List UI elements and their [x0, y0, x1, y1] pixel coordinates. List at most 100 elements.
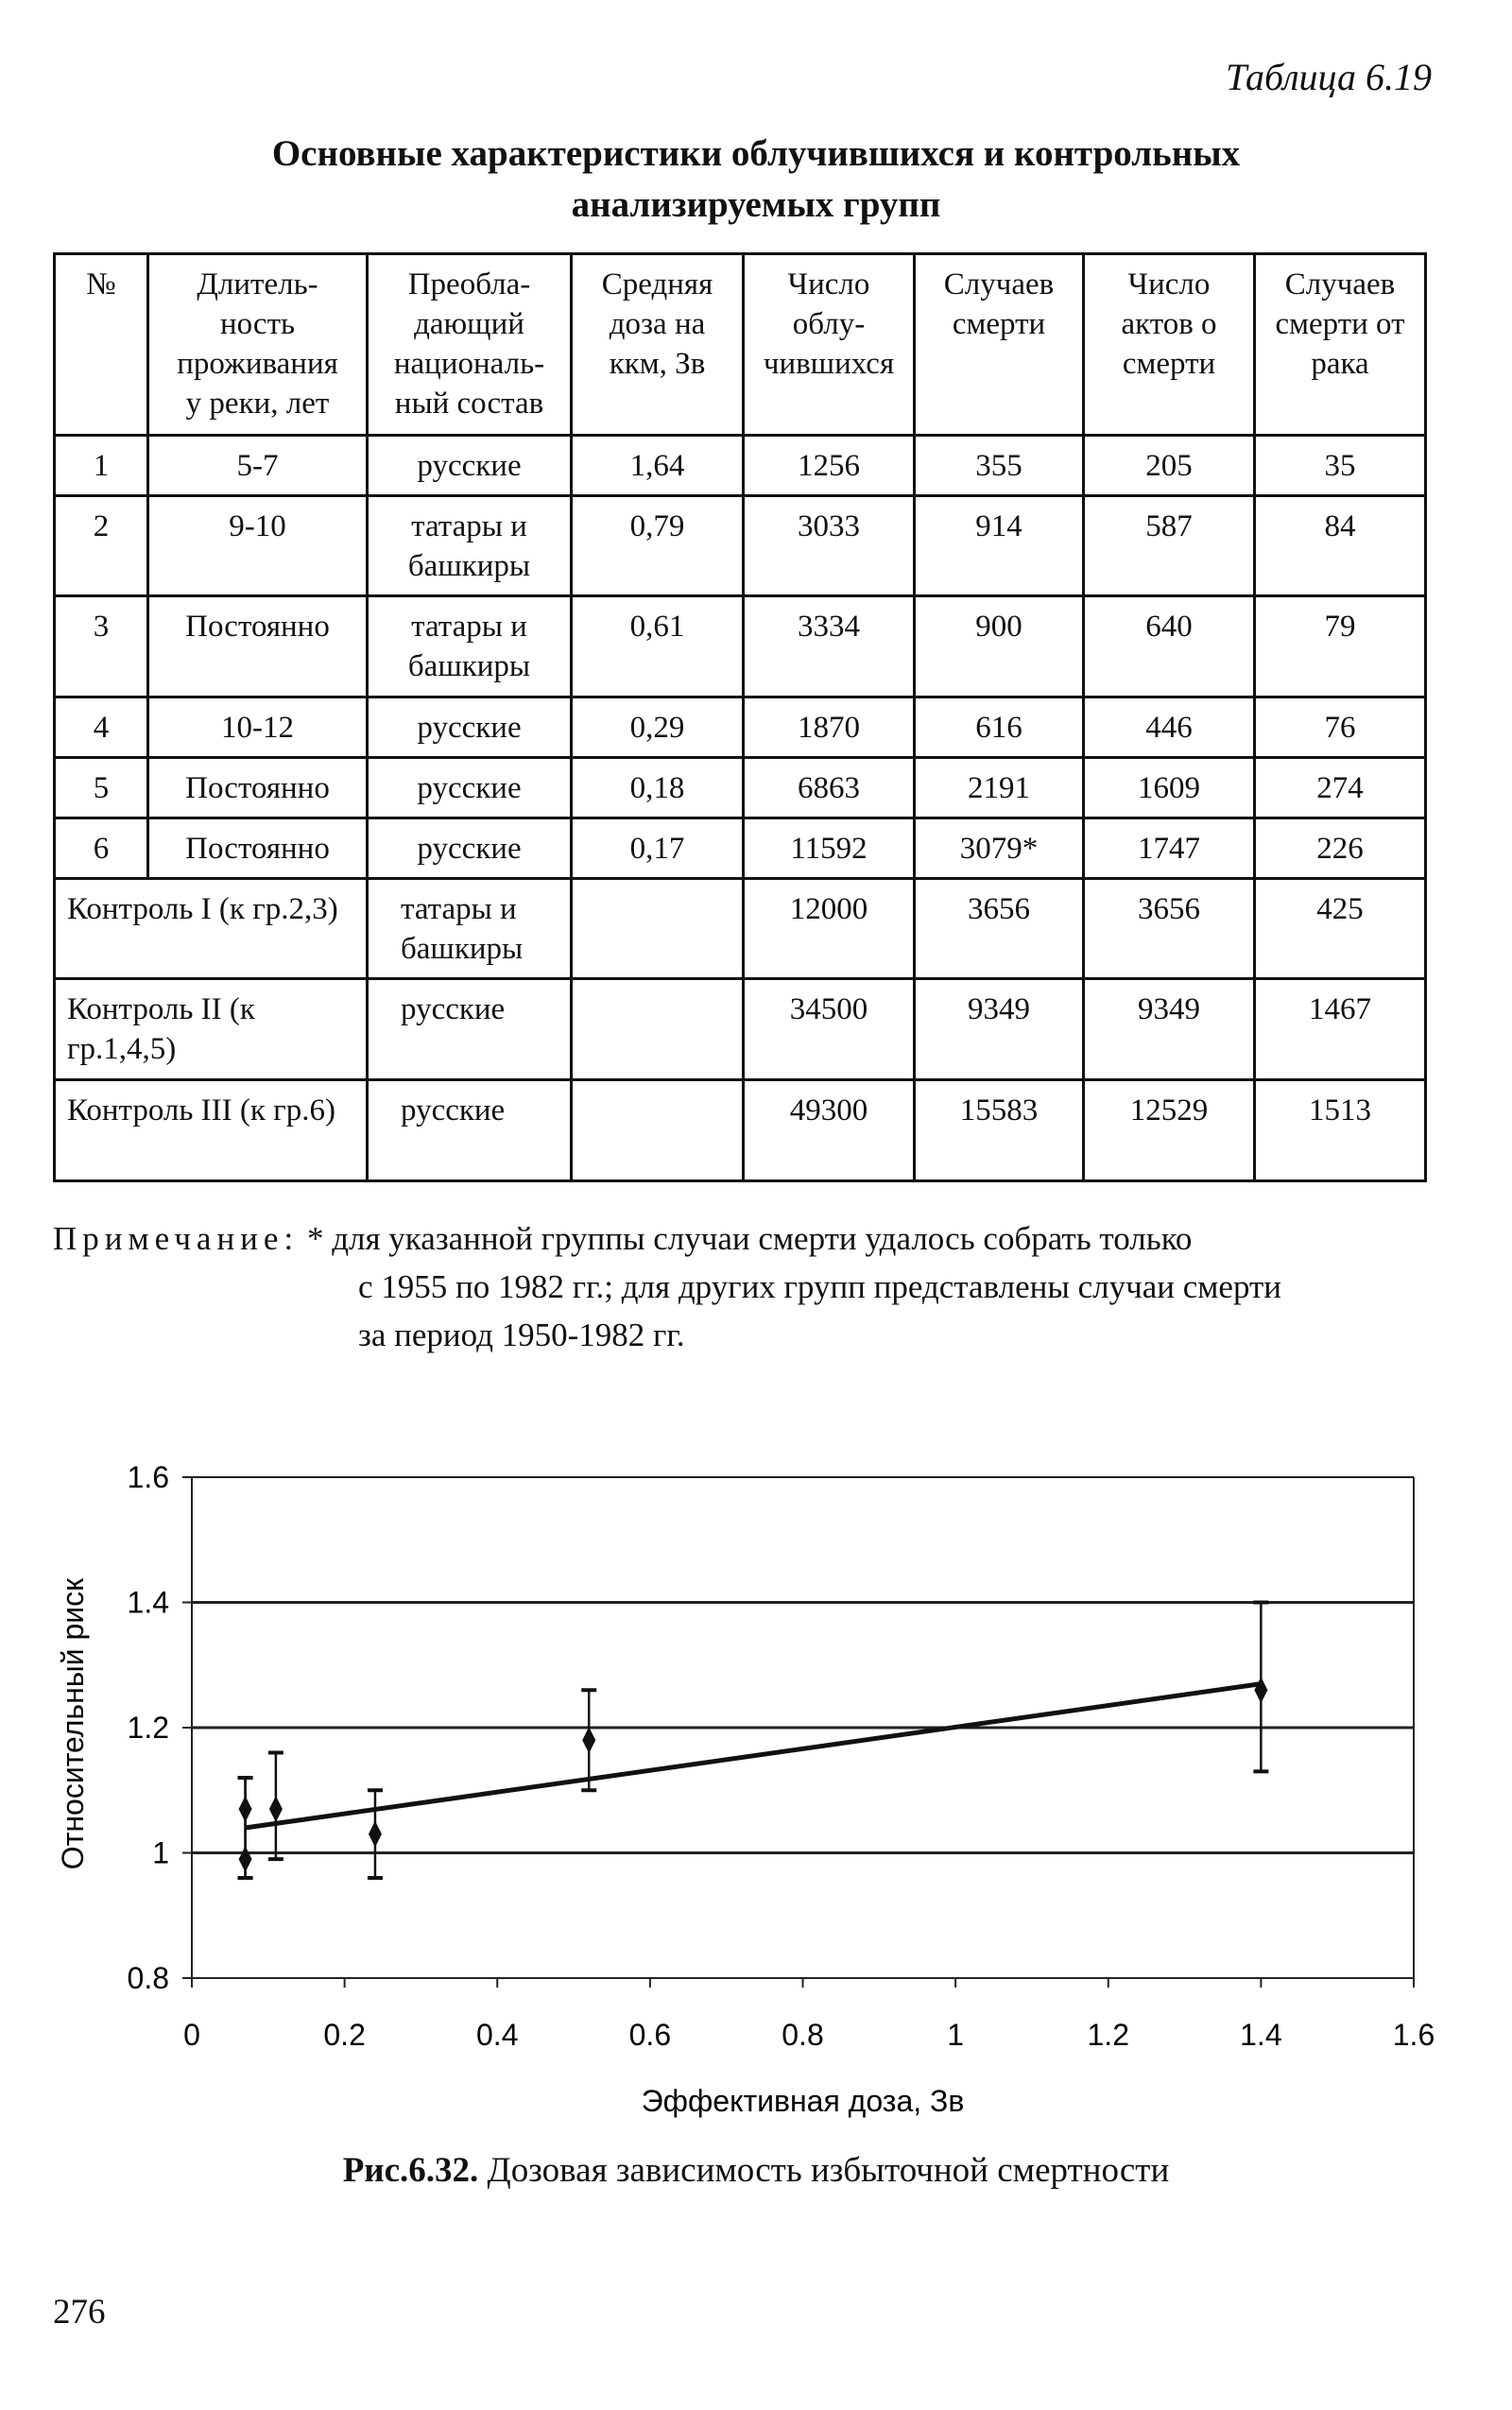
table-cell: татары и башкиры [366, 877, 573, 980]
column-header: Преобла-дающий националь-ный состав [366, 252, 573, 437]
note-text-1: * для указанной группы случаи смерти уда… [306, 1220, 1193, 1257]
x-tick-label: 1.4 [1240, 2018, 1281, 2052]
table-cell: 3079* [913, 817, 1085, 880]
table-cell: 425 [1253, 877, 1427, 980]
table-cell: 1,64 [570, 434, 745, 497]
table-cell [570, 977, 745, 1081]
x-tick-label: 0 [183, 2018, 200, 2052]
trend-line [245, 1681, 1262, 1831]
header-line: актов о [1121, 307, 1217, 341]
y-tick-label: 1.4 [128, 1586, 169, 1620]
header-line: Число [1127, 267, 1211, 301]
table-cell: 76 [1253, 696, 1427, 759]
column-header: № [53, 252, 149, 437]
table-cell: 10-12 [146, 696, 369, 759]
table-cell: русские [366, 1078, 573, 1182]
table-cell: 3334 [742, 594, 916, 698]
figure-caption: Рис.6.32. Дозовая зависимость избыточной… [0, 2150, 1512, 2191]
table-cell: 587 [1082, 494, 1256, 597]
table-cell: 1256 [742, 434, 916, 497]
header-line: националь- [393, 347, 545, 381]
table-cell: 0,61 [570, 594, 745, 698]
table-cell: Постоянно [146, 756, 369, 819]
table-cell: 35 [1253, 434, 1427, 497]
table-cell: 2191 [913, 756, 1085, 819]
table-cell: 3656 [1082, 877, 1256, 980]
y-tick-label: 1 [152, 1836, 169, 1870]
table-cell: русские [366, 434, 573, 497]
header-line: Средняя [601, 267, 713, 301]
table-cell: 226 [1253, 817, 1427, 880]
table-cell: 616 [913, 696, 1085, 759]
header-line: проживания [177, 347, 338, 381]
table-row: 6 Постоянно русские 0,17 11592 3079* 1747 226 [53, 817, 1427, 880]
header-line: смерти от [1275, 307, 1405, 341]
table-cell: 0,17 [570, 817, 745, 880]
table-cell: 0,18 [570, 756, 745, 819]
note-text-2: с 1955 по 1982 гг.; для других групп пре… [358, 1268, 1282, 1305]
table-row: 5 Постоянно русские 0,18 6863 2191 1609 274 [53, 756, 1427, 819]
table-cell: русские [366, 977, 573, 1081]
table-cell: Постоянно [146, 817, 369, 880]
table-note: Примечание: * для указанной группы случа… [53, 1214, 1452, 1359]
x-tick-label: 0.6 [629, 2018, 671, 2052]
x-tick-label: 1.6 [1393, 2018, 1435, 2052]
control-row: Контроль III (к гр.6) русские 49300 15583 12… [53, 1078, 1427, 1182]
header-line: Случаев [943, 267, 1055, 301]
y-tick-label: 0.8 [128, 1961, 169, 1995]
table-title: Основные характеристики облучившихся и к… [0, 129, 1512, 231]
control-group-name: Контроль I (к гр.2,3) [53, 877, 369, 980]
header-line: ккм, Зв [609, 347, 706, 381]
table-cell: 1870 [742, 696, 916, 759]
caption-text: Дозовая зависимость избыточной смертност… [478, 2151, 1170, 2190]
table-cell [570, 1078, 745, 1182]
table-cell: 1609 [1082, 756, 1256, 819]
table-cell: 12000 [742, 877, 916, 980]
header-line: № [86, 267, 116, 301]
table-cell: 49300 [742, 1078, 916, 1182]
table-cell: 0,29 [570, 696, 745, 759]
header-line: Преобла- [407, 267, 531, 301]
header-line: Случаев [1284, 267, 1396, 301]
table-cell: 1513 [1253, 1078, 1427, 1182]
note-text-3: за период 1950-1982 гг. [358, 1317, 685, 1353]
data-point [582, 1727, 596, 1754]
table-cell: татары и башкиры [366, 594, 573, 698]
y-tick-label: 1.2 [128, 1711, 169, 1745]
header-line: смерти [952, 307, 1046, 341]
header-line: доза на [609, 307, 706, 341]
header-line: ность [219, 307, 296, 341]
table-cell: татары и башкиры [366, 494, 573, 597]
column-header: Число актов о смерти [1082, 252, 1256, 437]
header-line: рака [1311, 347, 1369, 381]
note-label: Примечание: [53, 1220, 300, 1257]
table-cell: 1 [53, 434, 149, 497]
header-line: облу- [792, 307, 866, 341]
header-line: Длитель- [197, 267, 318, 301]
table-cell: 640 [1082, 594, 1256, 698]
table-row: 3 Постоянно татары и башкиры 0,61 3334 900 640… [53, 594, 1427, 698]
data-point [1254, 1677, 1268, 1704]
x-tick-label: 0.2 [323, 2018, 365, 2052]
table-cell: 9349 [1082, 977, 1256, 1081]
table-cell: 34500 [742, 977, 916, 1081]
x-tick-label: 0.4 [476, 2018, 518, 2052]
title-line-1: Основные характеристики облучившихся и к… [271, 133, 1241, 174]
table-cell: 274 [1253, 756, 1427, 819]
table-cell: 9349 [913, 977, 1085, 1081]
table-cell [570, 877, 745, 980]
control-group-name: Контроль II (к гр.1,4,5) [53, 977, 369, 1081]
header-line: Число [787, 267, 870, 301]
table-cell: 914 [913, 494, 1085, 597]
data-point [268, 1796, 283, 1823]
table-cell: 84 [1253, 494, 1427, 597]
table-cell: 2 [53, 494, 149, 597]
x-tick-label: 1 [947, 2018, 964, 2052]
column-header: Случаев смерти [913, 252, 1085, 437]
header-line: у реки, лет [185, 387, 330, 421]
table-cell: 5 [53, 756, 149, 819]
table-cell: 6863 [742, 756, 916, 819]
table-cell: русские [366, 817, 573, 880]
control-group-name: Контроль III (к гр.6) [53, 1078, 369, 1182]
